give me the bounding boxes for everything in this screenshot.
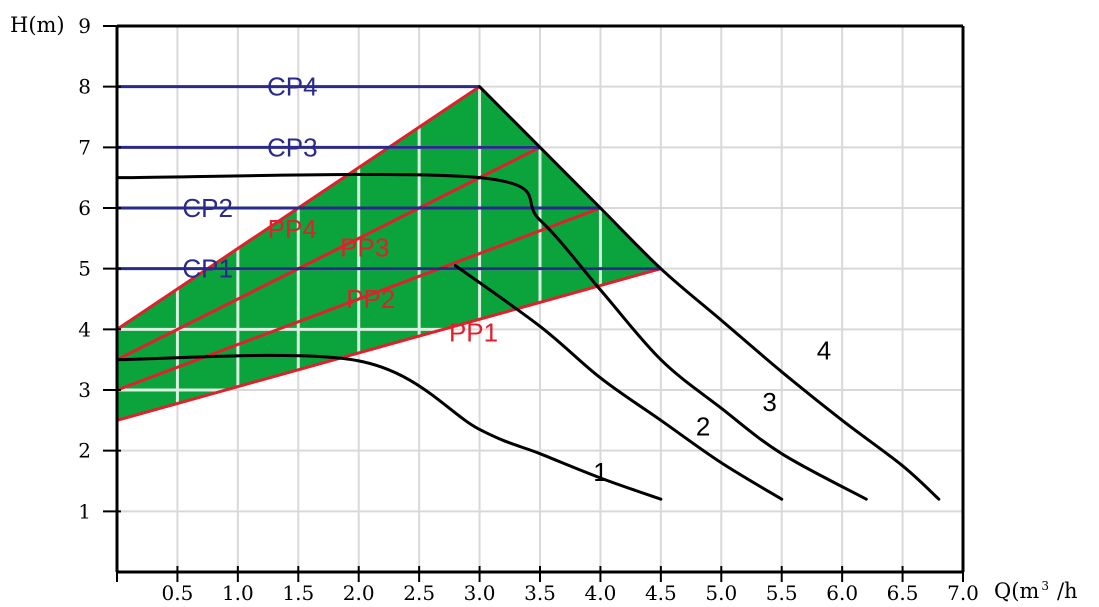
label-4: 4 [817,336,831,366]
x-axis-title-superscript: 3 [1041,579,1049,593]
label-1: 1 [593,457,607,487]
label-2: 2 [696,411,710,441]
y-tick-label: 2 [78,439,91,463]
y-tick-label: 3 [78,378,91,402]
x-tick-label: 1.0 [222,581,254,605]
x-tick-label: 3.5 [524,581,556,605]
y-tick-label: 1 [78,499,91,523]
x-tick-label: 5.5 [766,581,798,605]
pump-curve-1 [115,353,663,501]
operating-area [117,86,661,421]
x-tick-label: 4.0 [585,581,617,605]
x-axis-title-tail: /h [1057,579,1078,603]
pump-curve-2 [453,264,784,501]
x-axis-title: Q(m 3/h [994,579,1078,603]
x-tick-label: 5.0 [705,581,737,605]
label-pp3: PP3 [340,232,389,262]
label-cp1: CP1 [182,254,233,284]
x-tick-label: 7.0 [947,581,979,605]
y-tick-label: 8 [78,75,91,99]
label-cp4: CP4 [267,72,318,102]
x-tick-label: 2.5 [403,581,435,605]
x-tick-label: 3.0 [464,581,496,605]
x-tick-label: 6.5 [887,581,919,605]
y-tick-label: 7 [78,135,91,159]
pump-curves [115,85,941,501]
y-axis-ticks: 1 2 3 4 5 6 7 8 9 [78,14,121,523]
x-tick-label: 0.5 [162,581,194,605]
x-tick-label: 2.0 [343,581,375,605]
y-tick-label: 9 [78,14,91,38]
pump-curve-3 [115,173,868,501]
x-tick-label: 1.5 [282,581,314,605]
label-pp2: PP2 [346,284,395,314]
y-tick-label: 6 [78,196,91,220]
label-pp1: PP1 [449,317,498,347]
y-tick-label: 5 [78,257,91,281]
x-axis-ticks: 0.5 1.0 1.5 2.0 2.5 3.0 3.5 4.0 4.5 5.0 5.5 6.0 6.5 7… [116,566,979,605]
x-tick-label: 6.0 [826,581,858,605]
x-tick-label: 4.5 [645,581,677,605]
pump-curve-4 [478,85,941,501]
label-pp4: PP4 [268,214,317,244]
constant-pressure-lines [117,85,661,271]
pp-line-pp2 [116,206,601,392]
y-tick-label: 4 [78,317,91,341]
pp-line-pp3 [116,145,541,362]
x-axis-title-base: Q(m [994,579,1039,603]
label-3: 3 [762,387,776,417]
label-cp3: CP3 [267,132,318,162]
y-axis-title: H(m) [10,13,65,37]
chart-annotations: CP4 CP3 CP2 CP1 PP4 PP3 PP2 PP1 1 2 3 4 [182,72,831,487]
label-cp2: CP2 [182,193,233,223]
pp-line-pp1 [116,267,662,422]
